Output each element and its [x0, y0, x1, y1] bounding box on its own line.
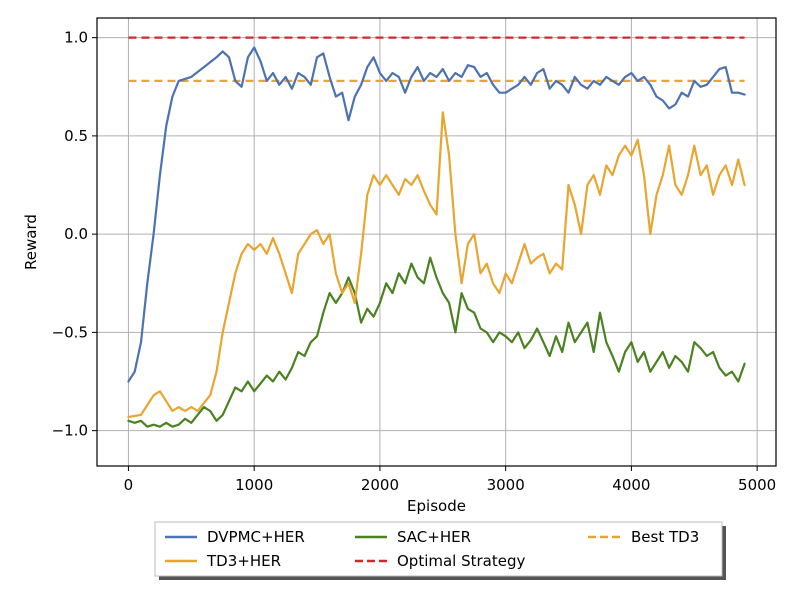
- x-tick-label: 2000: [361, 476, 399, 494]
- y-tick-label: 1.0: [64, 29, 88, 47]
- legend-label-td3-her: TD3+HER: [206, 552, 281, 570]
- series-line-td3-her: [127, 111, 746, 418]
- y-tick-label: −0.5: [52, 323, 88, 341]
- y-tick-label: 0.5: [64, 127, 88, 145]
- legend: DVPMC+HER SAC+HER Best TD3 TD3+HER Optim…: [154, 521, 726, 580]
- x-axis-ticks: 0 1000 2000 3000 4000 5000: [124, 466, 776, 494]
- x-axis-label: Episode: [407, 497, 466, 515]
- series-line-dvpmc-her: [127, 46, 746, 383]
- x-tick-label: 5000: [738, 476, 776, 494]
- plot-frame: [96, 17, 777, 467]
- y-tick-label: 0.0: [64, 225, 88, 243]
- y-axis-label: Reward: [22, 214, 40, 270]
- x-tick-label: 1000: [235, 476, 273, 494]
- x-tick-label: 3000: [487, 476, 525, 494]
- legend-label-sac-her: SAC+HER: [397, 528, 471, 546]
- x-tick-label: 4000: [612, 476, 650, 494]
- series-line-sac-her: [127, 256, 746, 428]
- y-tick-label: −1.0: [52, 422, 88, 440]
- legend-label-optimal-strategy: Optimal Strategy: [397, 552, 526, 570]
- grid-lines: [97, 18, 776, 466]
- x-tick-label: 0: [124, 476, 134, 494]
- y-axis-ticks: −1.0 −0.5 0.0 0.5 1.0: [52, 29, 97, 440]
- legend-label-best-td3: Best TD3: [631, 528, 699, 546]
- series-layer: [127, 36, 746, 428]
- legend-label-dvpmc-her: DVPMC+HER: [207, 528, 305, 546]
- legend-box: [154, 521, 723, 577]
